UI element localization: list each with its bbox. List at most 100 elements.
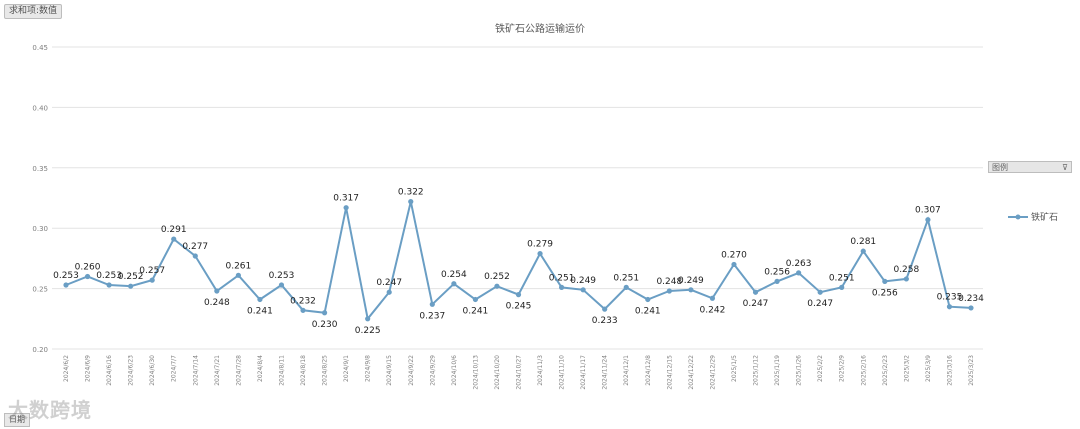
- data-point: [84, 273, 91, 280]
- data-label: 0.258: [893, 265, 919, 275]
- x-tick-label: 2024/12/22: [688, 355, 695, 390]
- x-tick-label: 2024/9/22: [408, 355, 415, 386]
- legend-filter-label: 图例: [992, 163, 1008, 172]
- data-point: [817, 289, 823, 295]
- data-label: 0.234: [958, 294, 984, 304]
- data-point: [429, 301, 435, 307]
- data-point: [278, 282, 285, 288]
- data-label: 0.237: [419, 311, 445, 321]
- x-tick-label: 2024/6/30: [149, 355, 156, 386]
- data-point: [192, 253, 198, 259]
- series-iron-ore: [63, 199, 974, 322]
- x-tick-label: 2025/3/16: [946, 355, 953, 386]
- data-point: [408, 199, 414, 205]
- data-point: [63, 282, 69, 288]
- data-point: [128, 283, 134, 289]
- data-label: 0.251: [829, 273, 855, 283]
- data-label: 0.249: [678, 276, 704, 286]
- data-point: [688, 287, 694, 293]
- data-label: 0.230: [312, 320, 338, 330]
- pivot-axis-field-button[interactable]: 日期: [4, 413, 30, 427]
- data-label: 0.291: [161, 225, 187, 235]
- x-tick-label: 2024/12/8: [645, 355, 652, 386]
- x-tick-label: 2024/11/24: [602, 355, 609, 390]
- x-tick-label: 2024/7/21: [214, 355, 221, 386]
- x-tick-label: 2024/6/16: [106, 355, 113, 386]
- data-point: [602, 306, 608, 312]
- x-tick-label: 2025/1/26: [796, 355, 803, 386]
- y-tick-label: 0.35: [32, 165, 48, 173]
- data-point: [752, 289, 759, 295]
- x-tick-label: 2024/10/13: [472, 355, 479, 390]
- x-tick-label: 2024/11/17: [580, 355, 587, 390]
- chart-title: 铁矿石公路运输运价: [495, 22, 585, 35]
- data-label: 0.242: [700, 305, 726, 315]
- data-label: 0.252: [118, 272, 144, 282]
- data-point: [731, 261, 737, 268]
- data-point: [451, 281, 457, 287]
- x-tick-label: 2024/8/18: [300, 355, 307, 386]
- data-point: [343, 205, 349, 211]
- data-label: 0.248: [204, 298, 230, 308]
- x-tick-label: 2025/2/2: [817, 355, 824, 382]
- data-label: 0.233: [592, 316, 618, 326]
- data-point: [968, 305, 974, 311]
- data-label: 0.241: [247, 306, 273, 316]
- filter-funnel-icon: ⊽: [1062, 163, 1068, 172]
- x-tick-label: 2024/7/7: [171, 355, 178, 382]
- data-label: 0.232: [290, 296, 316, 306]
- x-tick-label: 2025/2/23: [882, 355, 889, 386]
- gridlines: [52, 46, 983, 350]
- legend-filter-button[interactable]: 图例 ⊽: [988, 161, 1072, 173]
- x-tick-label: 2025/1/12: [753, 355, 760, 386]
- y-tick-label: 0.20: [32, 346, 48, 354]
- data-label: 0.256: [764, 267, 790, 277]
- data-point: [903, 276, 909, 282]
- data-label: 0.263: [786, 259, 812, 269]
- legend: 铁矿石: [1008, 210, 1058, 223]
- x-tick-label: 2025/1/19: [774, 355, 781, 386]
- data-point: [796, 270, 802, 276]
- data-point: [386, 289, 392, 295]
- x-tick-label: 2024/7/28: [235, 355, 242, 386]
- data-point: [623, 284, 629, 290]
- data-labels: 0.2530.2600.2530.2520.2570.2910.2770.248…: [53, 188, 984, 336]
- x-tick-label: 2025/3/9: [925, 355, 932, 382]
- x-tick-label: 2024/10/6: [451, 355, 458, 386]
- x-tick-label: 2025/1/5: [731, 355, 738, 382]
- data-label: 0.256: [872, 288, 898, 298]
- data-point: [106, 282, 112, 288]
- data-label: 0.251: [613, 273, 639, 283]
- x-tick-label: 2024/6/2: [63, 355, 70, 382]
- data-point: [214, 288, 220, 294]
- data-label: 0.270: [721, 250, 747, 260]
- legend-series-label: 铁矿石: [1031, 213, 1059, 223]
- pivot-value-field-button[interactable]: 求和项:数值: [4, 4, 63, 19]
- data-label: 0.253: [96, 271, 122, 281]
- data-point: [645, 296, 651, 303]
- watermark-logo: 大数跨境: [8, 398, 92, 422]
- x-tick-label: 2024/10/27: [516, 355, 523, 390]
- x-tick-label: 2024/6/23: [128, 355, 135, 386]
- x-tick-label: 2024/11/10: [559, 355, 566, 390]
- y-tick-label: 0.25: [32, 286, 48, 294]
- data-label: 0.247: [807, 299, 833, 309]
- data-label: 0.247: [376, 278, 402, 288]
- legend-line-marker-icon: [1008, 214, 1028, 219]
- data-point: [365, 316, 371, 322]
- data-label: 0.241: [635, 306, 661, 316]
- data-point: [537, 250, 543, 257]
- data-label: 0.279: [527, 240, 553, 250]
- data-label: 0.241: [463, 306, 489, 316]
- data-point: [580, 287, 586, 293]
- data-point: [149, 277, 155, 283]
- x-tick-label: 2024/8/4: [257, 355, 264, 382]
- data-point: [171, 236, 177, 242]
- data-point: [666, 288, 672, 294]
- data-point: [515, 292, 522, 298]
- data-point: [321, 310, 328, 316]
- x-tick-label: 2024/9/29: [429, 355, 436, 386]
- data-point: [494, 283, 500, 289]
- data-label: 0.248: [656, 277, 682, 287]
